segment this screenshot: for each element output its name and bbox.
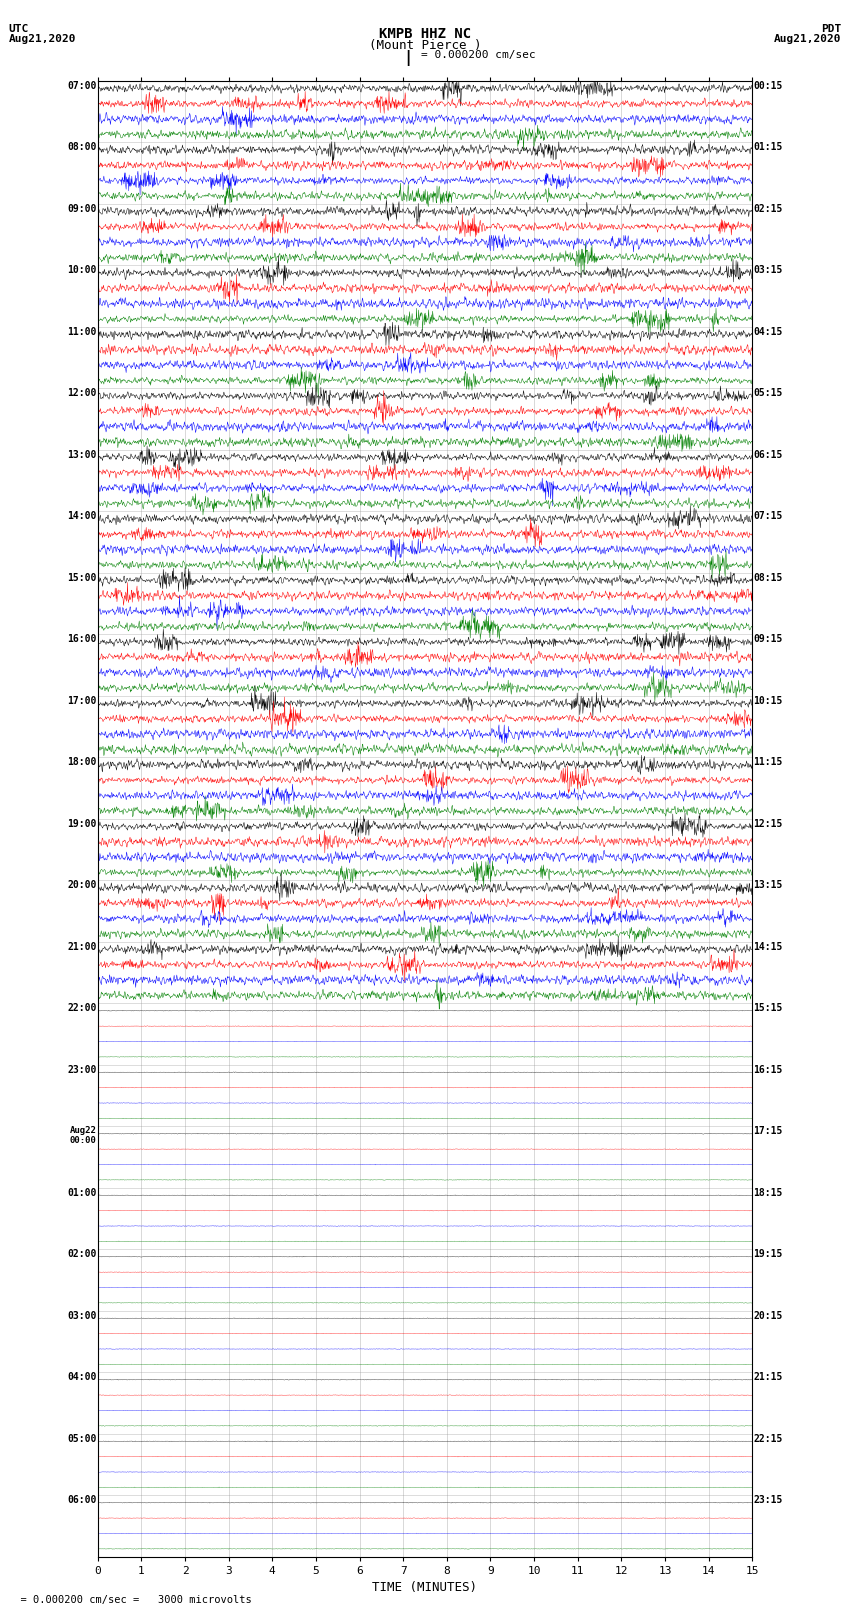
Text: 22:15: 22:15 (754, 1434, 783, 1444)
Text: 03:00: 03:00 (67, 1310, 96, 1321)
Text: 10:00: 10:00 (67, 265, 96, 276)
Text: 12:15: 12:15 (754, 819, 783, 829)
Text: 13:15: 13:15 (754, 881, 783, 890)
Text: 11:15: 11:15 (754, 756, 783, 768)
Text: 01:00: 01:00 (67, 1187, 96, 1197)
Text: 05:15: 05:15 (754, 389, 783, 398)
Text: 21:00: 21:00 (67, 942, 96, 952)
Text: Aug21,2020: Aug21,2020 (8, 34, 76, 44)
Text: 12:00: 12:00 (67, 389, 96, 398)
Text: 21:15: 21:15 (754, 1373, 783, 1382)
Text: 02:15: 02:15 (754, 203, 783, 213)
Text: 09:00: 09:00 (67, 203, 96, 213)
Text: (Mount Pierce ): (Mount Pierce ) (369, 39, 481, 52)
Text: 09:15: 09:15 (754, 634, 783, 644)
Text: 03:15: 03:15 (754, 265, 783, 276)
Text: 16:00: 16:00 (67, 634, 96, 644)
Text: = 0.000200 cm/sec =   3000 microvolts: = 0.000200 cm/sec = 3000 microvolts (8, 1595, 252, 1605)
Text: 17:00: 17:00 (67, 695, 96, 705)
Text: 02:00: 02:00 (67, 1248, 96, 1260)
Text: 20:15: 20:15 (754, 1310, 783, 1321)
Text: 05:00: 05:00 (67, 1434, 96, 1444)
Text: Aug22
00:00: Aug22 00:00 (70, 1126, 96, 1145)
Text: 13:00: 13:00 (67, 450, 96, 460)
Text: 23:00: 23:00 (67, 1065, 96, 1074)
X-axis label: TIME (MINUTES): TIME (MINUTES) (372, 1581, 478, 1594)
Text: 18:00: 18:00 (67, 756, 96, 768)
Text: Aug21,2020: Aug21,2020 (774, 34, 842, 44)
Text: 23:15: 23:15 (754, 1495, 783, 1505)
Text: 17:15: 17:15 (754, 1126, 783, 1136)
Text: 00:15: 00:15 (754, 81, 783, 90)
Text: 19:00: 19:00 (67, 819, 96, 829)
Text: 22:00: 22:00 (67, 1003, 96, 1013)
Text: 14:15: 14:15 (754, 942, 783, 952)
Text: 11:00: 11:00 (67, 326, 96, 337)
Text: |: | (404, 50, 412, 66)
Text: 16:15: 16:15 (754, 1065, 783, 1074)
Text: 08:00: 08:00 (67, 142, 96, 152)
Text: PDT: PDT (821, 24, 842, 34)
Text: UTC: UTC (8, 24, 29, 34)
Text: 04:00: 04:00 (67, 1373, 96, 1382)
Text: 04:15: 04:15 (754, 326, 783, 337)
Text: 10:15: 10:15 (754, 695, 783, 705)
Text: 15:15: 15:15 (754, 1003, 783, 1013)
Text: 18:15: 18:15 (754, 1187, 783, 1197)
Text: 06:15: 06:15 (754, 450, 783, 460)
Text: KMPB HHZ NC: KMPB HHZ NC (379, 27, 471, 42)
Text: 14:00: 14:00 (67, 511, 96, 521)
Text: 15:00: 15:00 (67, 573, 96, 582)
Text: 19:15: 19:15 (754, 1248, 783, 1260)
Text: 20:00: 20:00 (67, 881, 96, 890)
Text: = 0.000200 cm/sec: = 0.000200 cm/sec (421, 50, 536, 60)
Text: 08:15: 08:15 (754, 573, 783, 582)
Text: 07:15: 07:15 (754, 511, 783, 521)
Text: 06:00: 06:00 (67, 1495, 96, 1505)
Text: 01:15: 01:15 (754, 142, 783, 152)
Text: 07:00: 07:00 (67, 81, 96, 90)
